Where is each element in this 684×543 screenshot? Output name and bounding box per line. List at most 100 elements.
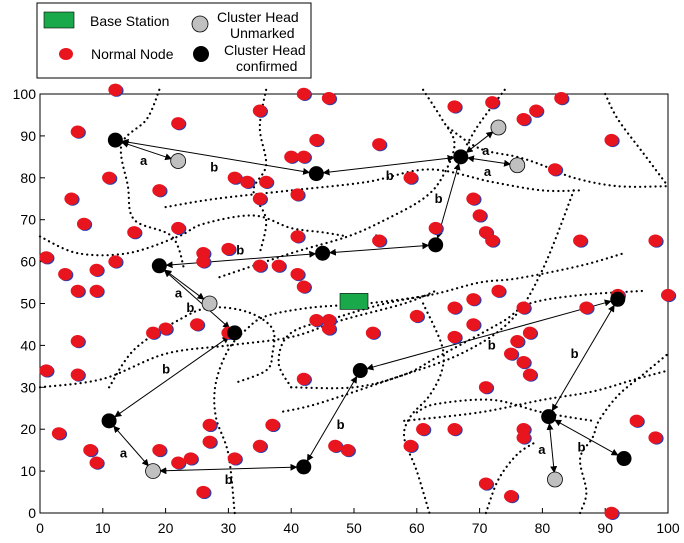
normal-node xyxy=(516,301,531,314)
normal-node xyxy=(39,364,54,377)
link-arrow xyxy=(165,250,317,269)
normal-node xyxy=(296,280,311,293)
cluster-boundary xyxy=(38,289,437,389)
normal-node xyxy=(516,112,531,126)
normal-node xyxy=(196,255,211,268)
x-tick-label: 90 xyxy=(597,520,613,536)
normal-node xyxy=(158,322,173,335)
link-label: a xyxy=(538,442,546,457)
normal-node xyxy=(365,326,380,340)
normal-node xyxy=(296,87,311,101)
link-label: a xyxy=(120,446,128,461)
normal-node xyxy=(190,318,204,331)
link-label: a xyxy=(175,286,183,301)
link-arrow xyxy=(159,463,298,475)
link-arrow xyxy=(164,269,230,329)
normal-node xyxy=(403,171,418,184)
cluster-head-unmarked xyxy=(509,157,526,174)
normal-node xyxy=(284,150,299,164)
normal-node xyxy=(51,427,66,440)
cluster-boundary xyxy=(252,88,268,255)
normal-node xyxy=(478,477,493,490)
x-tick-label: 70 xyxy=(472,520,488,536)
normal-node xyxy=(171,117,186,130)
link-arrow xyxy=(466,155,512,167)
normal-node xyxy=(309,133,324,147)
cluster-boundary xyxy=(119,88,186,272)
normal-node xyxy=(321,91,336,105)
link-label: b xyxy=(186,300,194,315)
link-label: a xyxy=(482,143,490,158)
normal-node xyxy=(447,100,462,113)
cluster-head-unmarked xyxy=(170,153,187,169)
link-label: b xyxy=(386,168,394,183)
normal-node xyxy=(579,301,594,314)
link-label: b xyxy=(225,472,233,487)
normal-node xyxy=(76,217,91,231)
link-label: b xyxy=(435,191,443,206)
link-arrow xyxy=(546,422,558,474)
normal-node xyxy=(510,335,525,348)
y-tick-label: 50 xyxy=(20,296,36,312)
link-label: b xyxy=(236,243,244,258)
normal-node xyxy=(604,133,619,147)
cluster-head-confirmed xyxy=(453,149,469,165)
normal-node xyxy=(89,456,104,469)
x-tick-label: 80 xyxy=(535,520,551,536)
cluster-boundary xyxy=(447,126,670,188)
normal-node xyxy=(321,322,336,335)
cluster-head-confirmed xyxy=(308,166,324,182)
normal-node xyxy=(89,284,104,298)
normal-node xyxy=(146,326,161,340)
cluster-boundary xyxy=(38,214,349,257)
y-tick-label: 100 xyxy=(13,86,37,102)
normal-node xyxy=(573,234,588,247)
normal-node xyxy=(296,372,311,386)
normal-node xyxy=(516,355,531,369)
normal-node xyxy=(171,456,186,469)
normal-node xyxy=(58,267,73,281)
cluster-boundary xyxy=(415,398,594,422)
normal-node xyxy=(504,347,518,360)
link-arrow xyxy=(114,336,230,418)
cluster-head-unmarked xyxy=(201,295,218,312)
link-label: a xyxy=(140,153,148,168)
normal-node xyxy=(472,209,487,222)
legend-normal-node-swatch xyxy=(59,48,73,60)
normal-node xyxy=(447,301,462,314)
normal-node xyxy=(554,91,569,105)
cluster-boundary xyxy=(164,168,582,209)
x-tick-label: 10 xyxy=(95,520,111,536)
y-tick-label: 0 xyxy=(28,505,36,521)
normal-node xyxy=(152,184,167,197)
normal-node xyxy=(522,326,537,340)
cluster-head-confirmed xyxy=(428,237,444,253)
legend-cluster-head-unmarked-label-line1: Cluster Head xyxy=(217,9,299,25)
normal-node xyxy=(70,335,85,348)
legend-cluster-head-unmarked-label-line2: Unmarked xyxy=(230,25,295,41)
normal-node xyxy=(290,230,305,243)
link-arrow xyxy=(551,304,615,412)
cluster-head-confirmed xyxy=(541,409,557,425)
normal-node xyxy=(108,255,123,268)
link-arrow xyxy=(322,154,455,176)
cluster-head-confirmed xyxy=(616,451,632,467)
legend-cluster-head-confirmed-swatch xyxy=(193,46,209,62)
normal-node xyxy=(629,414,644,428)
x-tick-label: 40 xyxy=(283,520,299,536)
normal-node xyxy=(661,288,675,302)
cluster-head-confirmed xyxy=(227,325,243,341)
normal-node xyxy=(466,293,481,306)
legend-cluster-head-unmarked-swatch xyxy=(191,15,209,33)
x-tick-label: 20 xyxy=(158,520,174,536)
cluster-head-unmarked xyxy=(490,119,507,136)
legend-cluster-head-confirmed-label-line1: Cluster Head xyxy=(224,42,306,58)
normal-node xyxy=(648,431,663,444)
normal-node xyxy=(447,423,462,436)
normal-node xyxy=(271,259,286,272)
normal-node xyxy=(372,138,387,151)
normal-node xyxy=(64,192,79,205)
normal-node xyxy=(416,423,431,436)
